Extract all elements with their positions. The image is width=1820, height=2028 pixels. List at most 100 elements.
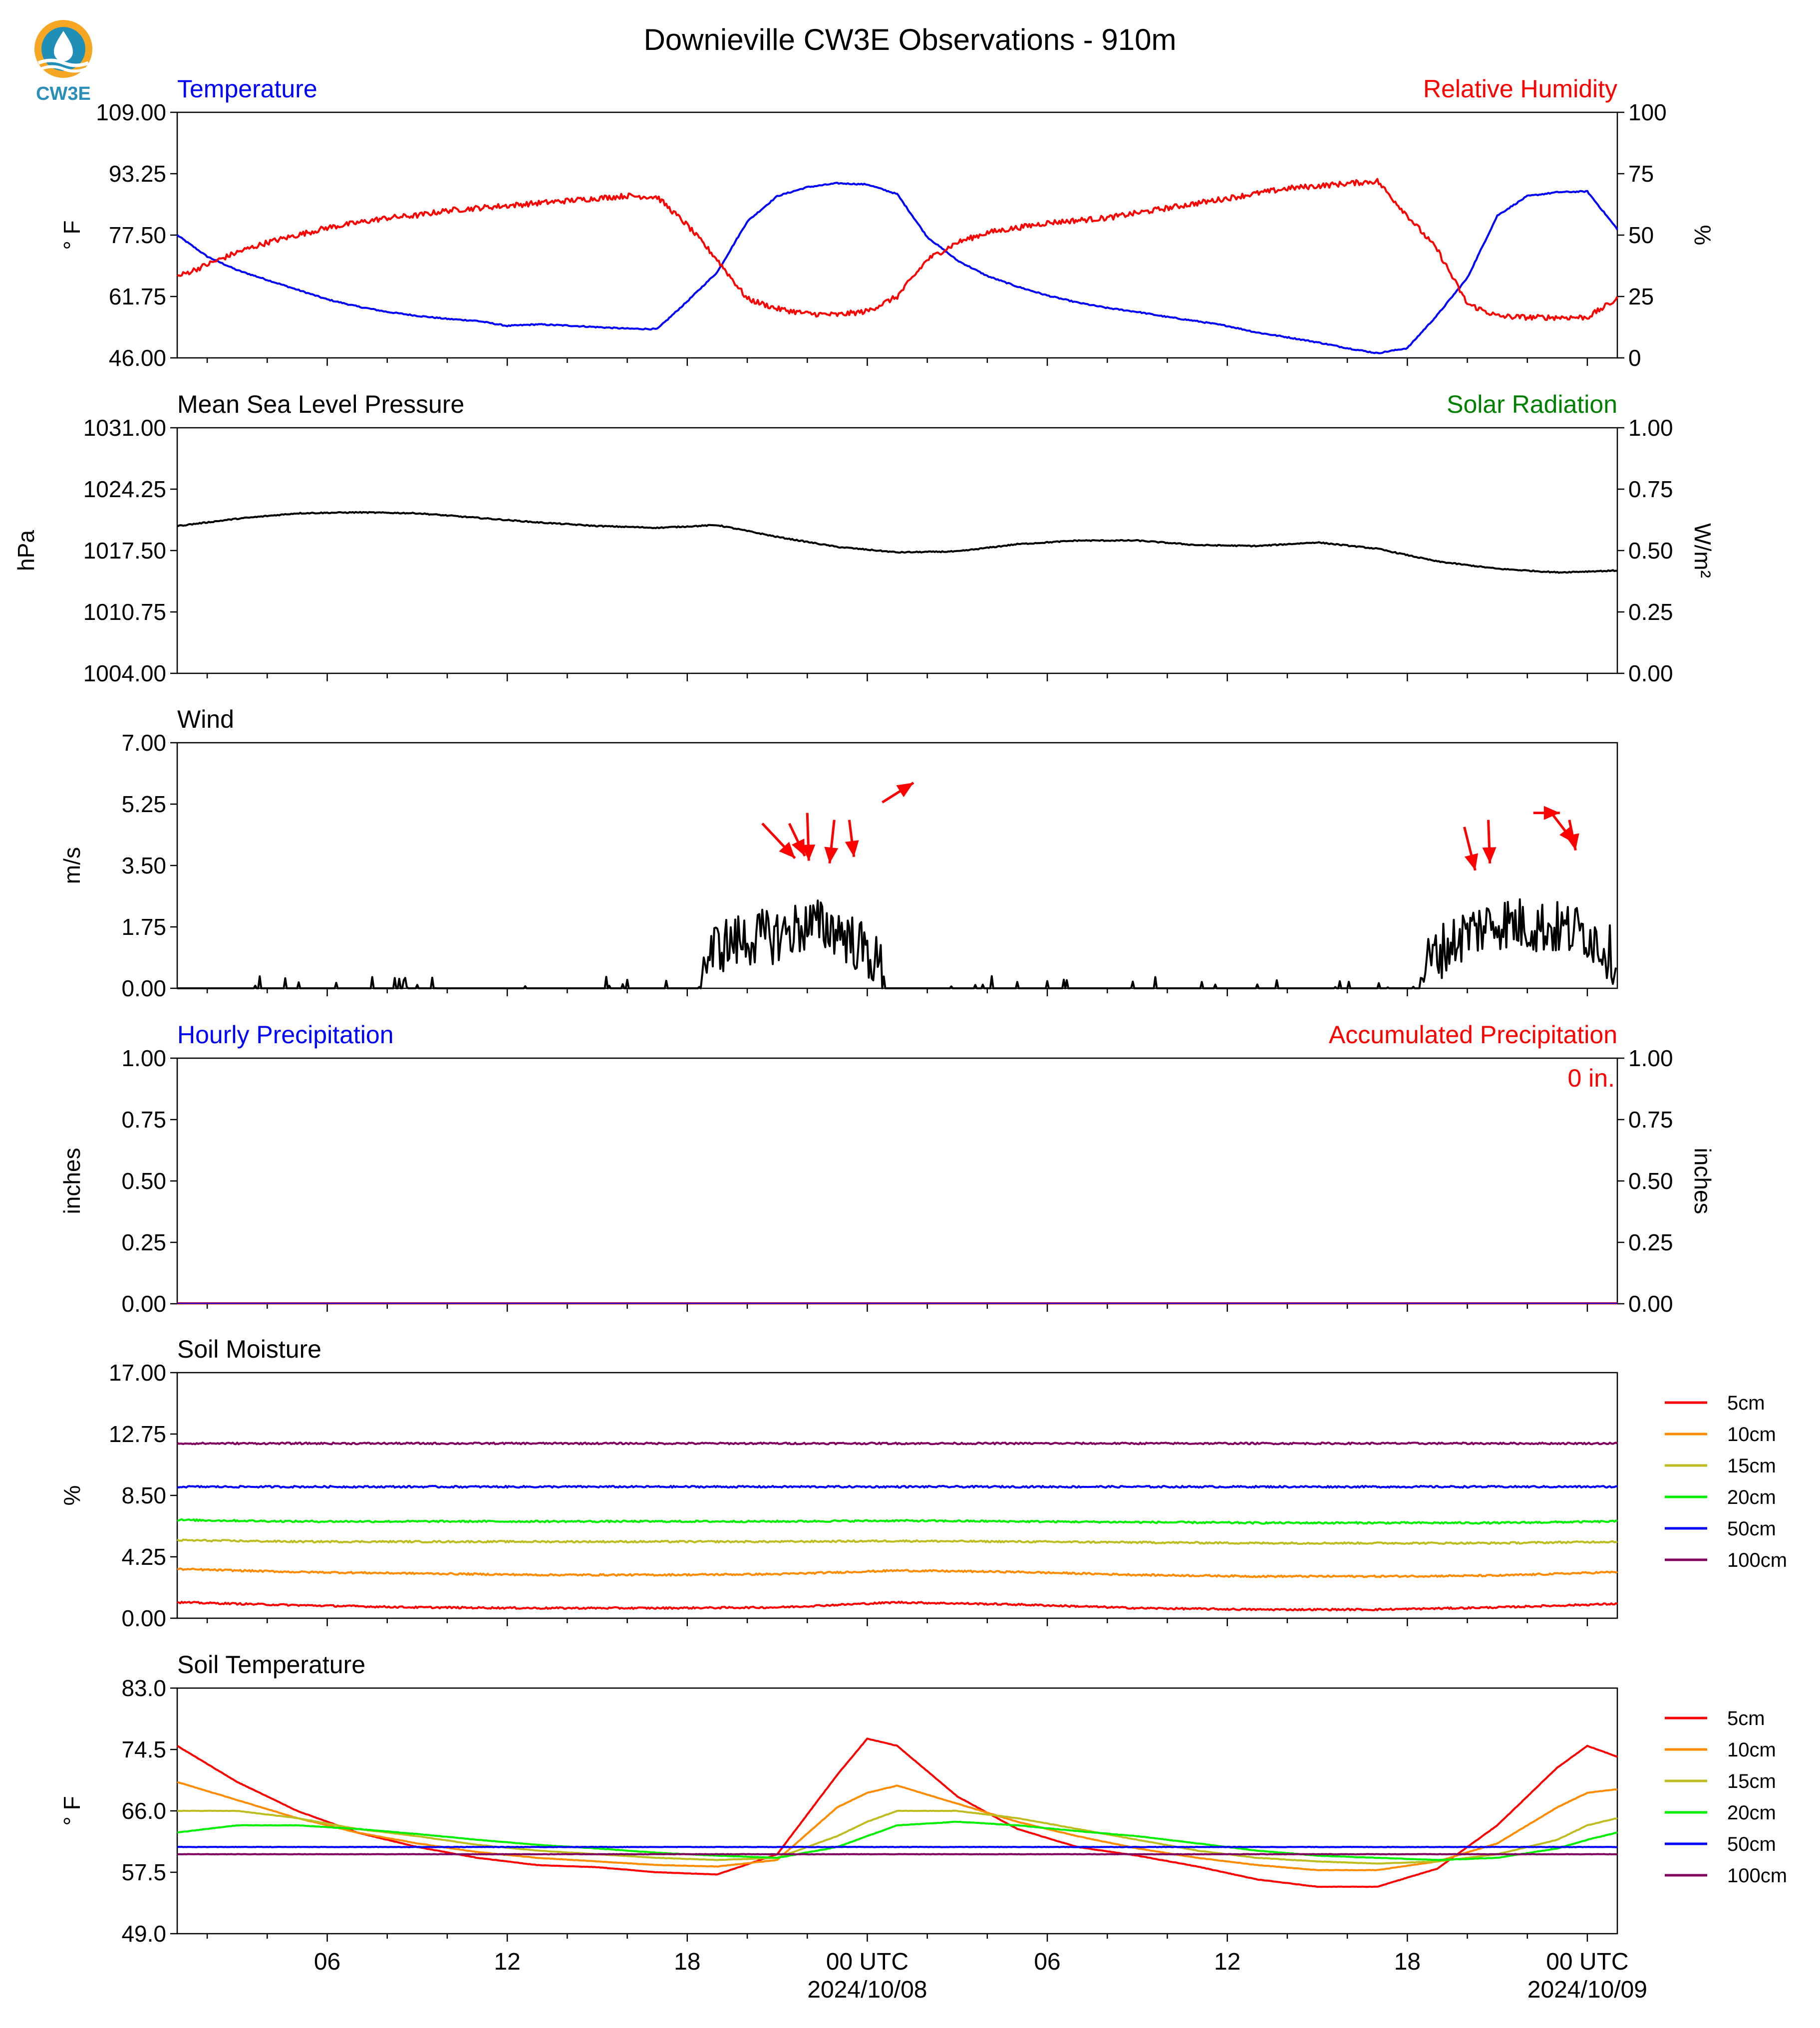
y-tick-label: 49.0 (121, 1921, 166, 1947)
soil-line-15cm (177, 1809, 1618, 1865)
y-tick-label: 0.00 (121, 1605, 166, 1631)
y-tick-label: 74.5 (121, 1737, 166, 1762)
y-tick-label-right: 75 (1628, 161, 1654, 187)
legend-label: 5cm (1727, 1708, 1765, 1730)
y-tick-label-right: 0.00 (1628, 1291, 1673, 1317)
y-tick-label: 3.50 (121, 853, 166, 878)
y-tick-label-right: 100 (1628, 99, 1667, 125)
wind-arrowhead (896, 783, 913, 798)
y-tick-label: 1024.25 (83, 476, 166, 502)
x-tick-label: 12 (1214, 1949, 1240, 1975)
y-tick-label-right: 0.25 (1628, 599, 1673, 625)
wind-arrowhead (845, 840, 859, 857)
panel-6: 49.0 57.5 66.0 74.5 83.0 ° F Soil Temperature 5… (59, 1651, 1787, 2003)
panel-1: 46.00 61.75 77.50 93.25 109.00 0 25 50 75 100 ° F%… (59, 75, 1716, 371)
y-tick-label: 0.50 (121, 1168, 166, 1194)
x-tick-label: 06 (314, 1949, 340, 1975)
y-tick-label-right: 0 (1628, 345, 1641, 371)
y-tick-label: 61.75 (109, 284, 166, 309)
panel-title-left: Temperature (177, 75, 317, 103)
x-tick-label: 00 UTC (826, 1949, 909, 1975)
y-tick-label: 83.0 (121, 1675, 166, 1701)
plot-frame (176, 1372, 1618, 1619)
panel-title-left: Wind (177, 705, 234, 733)
soil-line-20cm (177, 1518, 1618, 1525)
soil-line-100cm (176, 1442, 1618, 1446)
logo-drop-icon (54, 31, 73, 61)
y-tick-label: 1004.00 (83, 660, 166, 686)
x-date-label: 2024/10/09 (1527, 1977, 1647, 2003)
y-axis-label: ° F (59, 1796, 85, 1825)
panel-title-left: Mean Sea Level Pressure (177, 390, 464, 418)
legend-label: 5cm (1727, 1392, 1765, 1414)
legend-label: 15cm (1727, 1455, 1776, 1477)
y-tick-label-right: 25 (1628, 284, 1654, 309)
plot-frame (176, 427, 1618, 674)
logo-text: CW3E (36, 83, 91, 104)
legend-label: 100cm (1727, 1549, 1787, 1571)
y-axis-label-right: inches (1690, 1148, 1716, 1214)
panel-2: 1004.00 1010.75 1017.50 1024.25 1031.00 0.00 0… (13, 390, 1716, 686)
y-axis-label: inches (59, 1148, 85, 1214)
y-tick-label-right: 50 (1628, 222, 1654, 248)
x-tick-label: 06 (1034, 1949, 1060, 1975)
soil-line-5cm (177, 1600, 1618, 1612)
panel-title-left: Soil Temperature (177, 1651, 365, 1679)
y-tick-label: 1.75 (121, 914, 166, 940)
y-tick-label-right: 0.75 (1628, 476, 1673, 502)
panel-title-right: Solar Radiation (1447, 390, 1617, 418)
soil-line-50cm (177, 1484, 1618, 1489)
panels: 46.00 61.75 77.50 93.25 109.00 0 25 50 75 100 ° F%… (13, 75, 1787, 2003)
wind-arrowhead (779, 842, 795, 859)
x-tick-label: 00 UTC (1546, 1949, 1628, 1975)
y-tick-label: 66.0 (121, 1798, 166, 1824)
panel-title-right: Relative Humidity (1423, 75, 1617, 103)
y-tick-label: 17.00 (109, 1360, 166, 1386)
panel-title-right: Accumulated Precipitation (1329, 1021, 1617, 1049)
y-axis-label: ° F (59, 220, 85, 250)
plot-frame (176, 742, 1618, 989)
y-tick-label-right: 0.75 (1628, 1107, 1673, 1133)
legend-label: 20cm (1727, 1802, 1776, 1824)
y-tick-label: 1031.00 (83, 415, 166, 441)
y-axis-label-right: W/m² (1690, 523, 1716, 578)
cw3e-logo: CW3E (26, 15, 101, 105)
legend-label: 15cm (1727, 1770, 1776, 1792)
y-tick-label: 5.25 (121, 791, 166, 817)
y-tick-label: 4.25 (121, 1544, 166, 1570)
humidity-line (177, 178, 1618, 321)
pressure-line (177, 511, 1618, 574)
y-tick-label: 46.00 (109, 345, 166, 371)
y-tick-label: 1010.75 (83, 599, 166, 625)
wind-arrowhead (1464, 853, 1479, 870)
y-tick-label: 57.5 (121, 1859, 166, 1885)
y-tick-label: 0.00 (121, 975, 166, 1001)
y-tick-label: 0.00 (121, 1291, 166, 1317)
y-tick-label-right: 0.00 (1628, 660, 1673, 686)
plot-frame (176, 111, 1618, 359)
y-tick-label-right: 0.25 (1628, 1229, 1673, 1255)
y-tick-label: 0.25 (121, 1229, 166, 1255)
y-tick-label: 93.25 (109, 161, 166, 187)
y-axis-label-right: % (1690, 225, 1716, 246)
x-date-label: 2024/10/08 (807, 1977, 927, 2003)
x-tick-label: 18 (1394, 1949, 1421, 1975)
wind-arrowhead (824, 847, 839, 864)
legend-label: 50cm (1727, 1518, 1776, 1540)
y-tick-label: 0.75 (121, 1107, 166, 1133)
legend-label: 20cm (1727, 1486, 1776, 1508)
y-tick-label: 109.00 (96, 99, 166, 125)
x-tick-label: 12 (494, 1949, 520, 1975)
temperature-line (176, 182, 1618, 354)
y-axis-label: hPa (13, 530, 39, 571)
y-tick-label-right: 0.50 (1628, 1168, 1673, 1194)
figure-title: Downieville CW3E Observations - 910m (643, 23, 1176, 56)
soil-line-15cm (176, 1538, 1618, 1545)
panel-3: 0.00 1.75 3.50 5.25 7.00 m/s Wind (59, 705, 1618, 1001)
soil-line-100cm (177, 1853, 1617, 1856)
plot-frame (176, 1057, 1618, 1305)
legend-label: 10cm (1727, 1739, 1776, 1761)
y-tick-label: 12.75 (109, 1421, 166, 1447)
y-tick-label: 1.00 (121, 1045, 166, 1071)
